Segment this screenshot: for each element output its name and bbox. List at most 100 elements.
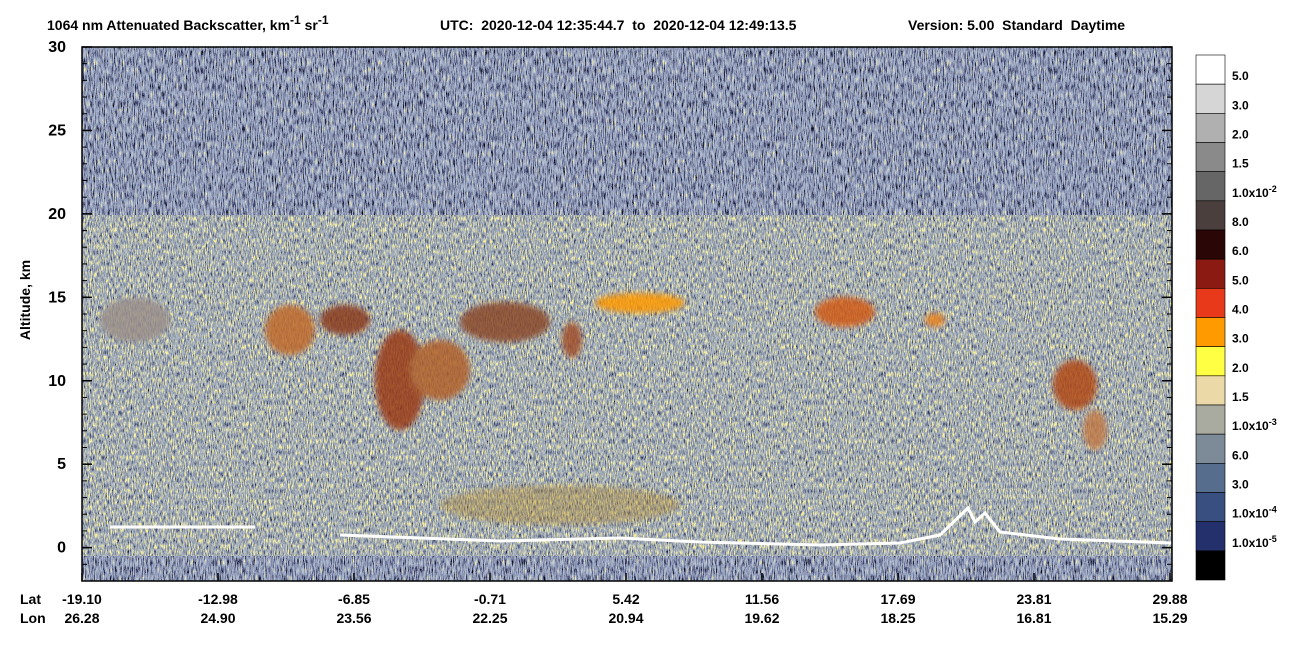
colorbar-label: 1.5 [1232,157,1249,171]
colorbar-swatch [1195,492,1226,522]
cloud-feature [460,302,550,342]
colorbar-label: 5.0 [1232,69,1249,83]
colorbar-swatch [1195,521,1226,552]
y-tick-label: 25 [48,122,66,139]
colorbar-swatch [1195,317,1226,347]
colorbar-label-text: 5.0 [1232,69,1249,83]
colorbar-label-text: 5.0 [1232,273,1249,287]
colorbar-label: 6.0 [1232,244,1249,258]
y-tick-label: 30 [48,39,66,56]
noise-subsurface [82,556,1172,581]
cloud-feature [562,322,582,358]
x-tick-label: 23.56 [336,610,371,626]
x-tick-label: 22.25 [472,610,507,626]
title-text: 1064 nm Attenuated Backscatter, km [47,17,290,33]
colorbar-label: 1.0x10-5 [1232,534,1277,550]
title-main: 1064 nm Attenuated Backscatter, km-1 sr-… [47,13,329,33]
colorbar-label-text: 1.0x10 [1232,186,1269,200]
colorbar-label-text: 2.0 [1232,361,1249,375]
colorbar-label: 6.0 [1232,448,1249,462]
title-text: sr [305,17,319,33]
x-tick-label: -12.98 [198,591,238,607]
colorbar-label: 8.0 [1232,215,1249,229]
colorbar-swatch [1195,54,1226,85]
cloud-feature [1053,360,1097,410]
colorbar-label: 2.0 [1232,128,1249,142]
x-tick-label: 5.42 [612,591,639,607]
cloud-feature [815,297,875,327]
y-tick-label: 0 [57,540,66,557]
colorbar-swatch [1195,200,1226,231]
colorbar-swatch [1195,171,1226,202]
cloud-feature [320,305,370,335]
colorbar-swatch [1195,463,1226,493]
colorbar-label: 2.0 [1232,361,1249,375]
surface-return [110,505,1173,547]
colorbar-swatch [1195,433,1226,464]
y-tick-label: 15 [48,289,66,306]
colorbar-label-text: 6.0 [1232,448,1249,462]
backscatter-image [82,47,1173,581]
aerosol-layer [440,485,680,525]
colorbar-label-text: 4.0 [1232,303,1249,317]
x-tick-label: 23.81 [1016,591,1051,607]
y-axis-label: Altitude, km [17,260,33,340]
colorbar-swatch [1195,550,1226,581]
x-tick-label: -19.10 [62,591,102,607]
colorbar-label-text: 3.0 [1232,332,1249,346]
colorbar-swatch [1195,404,1226,435]
colorbar-label-text: 2.0 [1232,128,1249,142]
colorbar-swatch [1195,288,1226,318]
x-tick-label: 20.94 [608,610,643,626]
colorbar-label: 3.0 [1232,332,1249,346]
colorbar-swatch [1195,346,1226,377]
colorbar-label-exponent: -3 [1269,417,1277,427]
title-exponent: -1 [290,13,301,27]
cloud-feature [925,313,945,327]
colorbar-label: 4.0 [1232,303,1249,317]
colorbar-label: 1.0x10-4 [1232,505,1277,521]
colorbar-label: 3.0 [1232,98,1249,112]
cloud-feature [1083,410,1107,450]
x-tick-label: 15.29 [1152,610,1187,626]
colorbar-label-text: 1.0x10 [1232,507,1269,521]
cloud-feature [410,340,470,400]
y-tick-label: 10 [48,373,66,390]
colorbar-label-exponent: -2 [1269,184,1277,194]
colorbar-label: 1.5 [1232,390,1249,404]
colorbar-label-text: 8.0 [1232,215,1249,229]
colorbar-label-text: 3.0 [1232,98,1249,112]
colorbar-swatch [1195,375,1226,406]
x-row-label: Lon [20,610,46,626]
colorbar-swatch [1195,229,1226,260]
colorbar-label-text: 1.0x10 [1232,536,1269,550]
colorbar-label: 1.0x10-3 [1232,417,1277,433]
x-tick-label: -6.85 [338,591,370,607]
cloud-feature [100,298,170,342]
x-tick-label: 18.25 [880,610,915,626]
colorbar-label-exponent: -4 [1269,505,1277,515]
colorbar-label-text: 1.5 [1232,390,1249,404]
cloud-feature [595,293,685,313]
x-tick-label: 26.28 [64,610,99,626]
x-tick-label: 17.69 [880,591,915,607]
cloud-features [100,293,1107,525]
y-tick-label: 20 [48,206,66,223]
colorbar-label-text: 1.0x10 [1232,419,1269,433]
title-version: Version: 5.00 Standard Daytime [908,17,1125,33]
cloud-feature [375,330,425,430]
x-tick-label: 24.90 [200,610,235,626]
colorbar-label: 5.0 [1232,273,1249,287]
colorbar-label-text: 6.0 [1232,244,1249,258]
colorbar-swatch [1195,113,1226,143]
x-row-label: Lat [20,591,41,607]
title-utc: UTC: 2020-12-04 12:35:44.7 to 2020-12-04… [440,17,797,33]
title-exponent: -1 [318,13,329,27]
cloud-feature [265,305,315,355]
y-tick-label: 5 [57,456,66,473]
colorbar-label: 1.0x10-2 [1232,184,1277,200]
noise-upper [82,47,1172,215]
colorbar-label-text: 3.0 [1232,478,1249,492]
colorbar-label: 3.0 [1232,478,1249,492]
